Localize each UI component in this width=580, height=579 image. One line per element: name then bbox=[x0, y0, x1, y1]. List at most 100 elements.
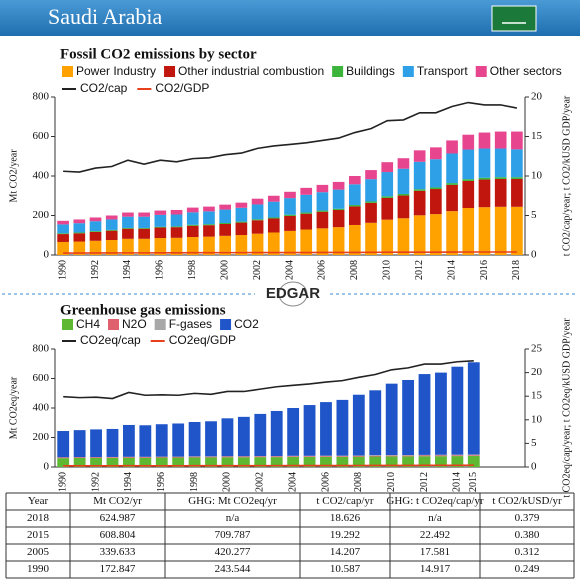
bar-segment bbox=[154, 210, 167, 215]
table-cell: n/a bbox=[428, 512, 442, 524]
bar-segment bbox=[122, 456, 135, 458]
bar-segment bbox=[270, 457, 283, 467]
bar-segment bbox=[381, 197, 394, 220]
table-cell: 17.581 bbox=[420, 546, 450, 558]
legend-label: Other industrial combustion bbox=[178, 64, 324, 78]
x-tick-label: 2002 bbox=[255, 472, 266, 492]
bar-segment bbox=[320, 456, 332, 467]
bar-segment bbox=[413, 161, 426, 190]
y-tick-label: 400 bbox=[33, 170, 50, 182]
bar-segment bbox=[316, 184, 329, 193]
bar-segment bbox=[251, 220, 264, 234]
x-tick-label: 1994 bbox=[122, 260, 133, 280]
bar-segment bbox=[254, 457, 267, 467]
legend-label: N2O bbox=[122, 317, 147, 331]
bar-segment bbox=[402, 455, 415, 457]
bar-segment bbox=[369, 456, 382, 467]
bar-segment bbox=[138, 228, 150, 239]
bar-segment bbox=[418, 456, 431, 467]
bar-segment bbox=[170, 214, 183, 227]
bar-segment bbox=[251, 198, 264, 205]
bar-segment bbox=[385, 383, 398, 456]
bar-segment bbox=[235, 202, 248, 208]
bar-segment bbox=[381, 162, 394, 173]
bar-segment bbox=[320, 456, 332, 457]
bar-segment bbox=[122, 227, 134, 229]
bar-segment bbox=[73, 223, 86, 233]
bar-segment bbox=[316, 228, 329, 255]
bar-segment bbox=[154, 227, 167, 239]
y2-tick-label: 0 bbox=[531, 461, 537, 473]
bar-segment bbox=[397, 158, 410, 169]
bar-segment bbox=[446, 183, 458, 185]
x-tick-label: 2014 bbox=[452, 472, 463, 492]
bar-segment bbox=[186, 225, 199, 238]
x-tick-label: 1990 bbox=[57, 260, 68, 280]
bar-segment bbox=[435, 455, 447, 457]
logo-globe bbox=[278, 281, 308, 307]
bar-segment bbox=[284, 230, 296, 255]
table-cell: 2015 bbox=[27, 529, 50, 541]
bar-segment bbox=[170, 209, 183, 215]
bar-segment bbox=[105, 229, 118, 231]
bar-segment bbox=[205, 421, 217, 457]
bar-segment bbox=[105, 239, 118, 255]
header-bar bbox=[0, 0, 580, 36]
y-tick-label: 200 bbox=[33, 431, 50, 443]
bar-segment bbox=[154, 238, 167, 255]
x-tick-label: 2000 bbox=[222, 472, 233, 492]
bar-segment bbox=[287, 456, 300, 467]
bar-segment bbox=[365, 201, 377, 203]
legend-label: CO2 bbox=[234, 317, 259, 331]
bar-segment bbox=[478, 179, 491, 208]
bar-segment bbox=[413, 189, 426, 191]
bar-segment bbox=[332, 208, 345, 210]
bar-segment bbox=[122, 228, 134, 239]
bar-segment bbox=[172, 456, 185, 458]
x-tick-label: 2008 bbox=[349, 260, 360, 280]
bar-segment bbox=[284, 198, 296, 215]
bar-segment bbox=[203, 225, 215, 237]
bar-segment bbox=[89, 217, 102, 222]
bar-segment bbox=[254, 456, 267, 458]
bar-segment bbox=[316, 192, 329, 211]
bar-segment bbox=[348, 205, 361, 207]
bar-segment bbox=[402, 456, 415, 467]
bar-segment bbox=[155, 456, 168, 458]
bar-segment bbox=[219, 223, 232, 224]
bar-segment bbox=[332, 227, 345, 255]
bar-segment bbox=[511, 206, 523, 255]
bar-segment bbox=[73, 233, 86, 242]
table-cell: 624.987 bbox=[100, 512, 136, 524]
bar-segment bbox=[303, 456, 316, 467]
bar-segment bbox=[300, 187, 313, 195]
table-cell: 22.492 bbox=[420, 529, 450, 541]
y-tick-label: 0 bbox=[44, 461, 50, 473]
bar-segment bbox=[57, 233, 69, 235]
bar-segment bbox=[57, 220, 69, 225]
bar-segment bbox=[57, 224, 69, 234]
bar-segment bbox=[462, 134, 475, 150]
y-tick-label: 200 bbox=[33, 209, 50, 221]
table-cell: 243.544 bbox=[215, 563, 251, 575]
bar-segment bbox=[446, 153, 458, 184]
bar-segment bbox=[462, 180, 475, 208]
x-tick-label: 2016 bbox=[479, 260, 490, 280]
bar-segment bbox=[138, 238, 150, 255]
table-cell: n/a bbox=[226, 512, 240, 524]
table-cell: 19.292 bbox=[330, 529, 360, 541]
x-tick-label: 2014 bbox=[446, 260, 457, 280]
bar-segment bbox=[57, 241, 69, 255]
bar-segment bbox=[511, 177, 523, 179]
bar-segment bbox=[254, 413, 267, 457]
bar-segment bbox=[381, 219, 394, 255]
legend-label: Other sectors bbox=[490, 64, 562, 78]
bar-segment bbox=[402, 379, 415, 456]
legend-label: F-gases bbox=[169, 317, 212, 331]
y2-tick-label: 20 bbox=[531, 366, 543, 378]
x-tick-label: 2015 bbox=[468, 472, 479, 492]
bar-segment bbox=[300, 213, 313, 230]
bar-segment bbox=[89, 231, 102, 232]
bar-segment bbox=[251, 204, 264, 220]
x-tick-label: 1996 bbox=[155, 260, 166, 280]
